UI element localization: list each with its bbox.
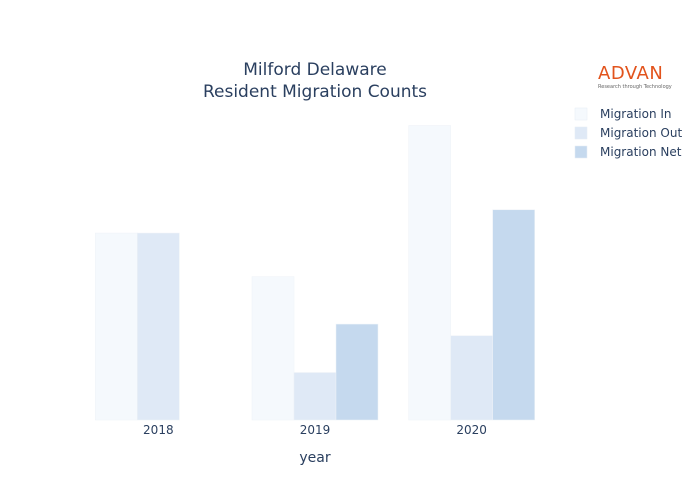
x-tick-label: 2019	[300, 423, 331, 437]
bar-migration-out-2020	[450, 335, 493, 421]
legend-label-migration-out[interactable]: Migration Out	[600, 126, 682, 140]
legend-label-migration-net[interactable]: Migration Net	[600, 145, 682, 159]
bar-migration-net-2020	[492, 209, 535, 421]
bar-migration-out-2019	[293, 372, 337, 421]
logo-tagline: Research through Technology	[598, 84, 672, 90]
chart-title-line2: Resident Migration Counts	[203, 82, 427, 102]
logo-word: ADVAN	[598, 63, 664, 84]
advan-logo: ADVAN Research through Technology	[598, 63, 676, 91]
x-tick-label: 2020	[456, 423, 487, 437]
bar-migration-out-2018	[137, 232, 180, 421]
x-tick-labels: 2018 2019 2020	[143, 423, 487, 437]
bar-migration-in-2019	[251, 276, 295, 421]
chart-title-line1: Milford Delaware	[243, 60, 386, 80]
legend-swatch-migration-out[interactable]	[574, 126, 588, 140]
legend: Migration In Migration Out Migration Net	[574, 107, 682, 159]
legend-swatch-migration-net[interactable]	[574, 145, 588, 159]
legend-label-migration-in[interactable]: Migration In	[600, 107, 672, 121]
chart-title: Milford Delaware Resident Migration Coun…	[203, 60, 427, 102]
x-axis-title: year	[299, 450, 330, 466]
bars	[95, 125, 535, 421]
x-tick-label: 2018	[143, 423, 174, 437]
bar-migration-net-2019	[335, 323, 379, 421]
legend-swatch-migration-in[interactable]	[574, 107, 588, 121]
bar-migration-in-2018	[95, 232, 138, 421]
bar-migration-in-2020	[408, 125, 451, 421]
